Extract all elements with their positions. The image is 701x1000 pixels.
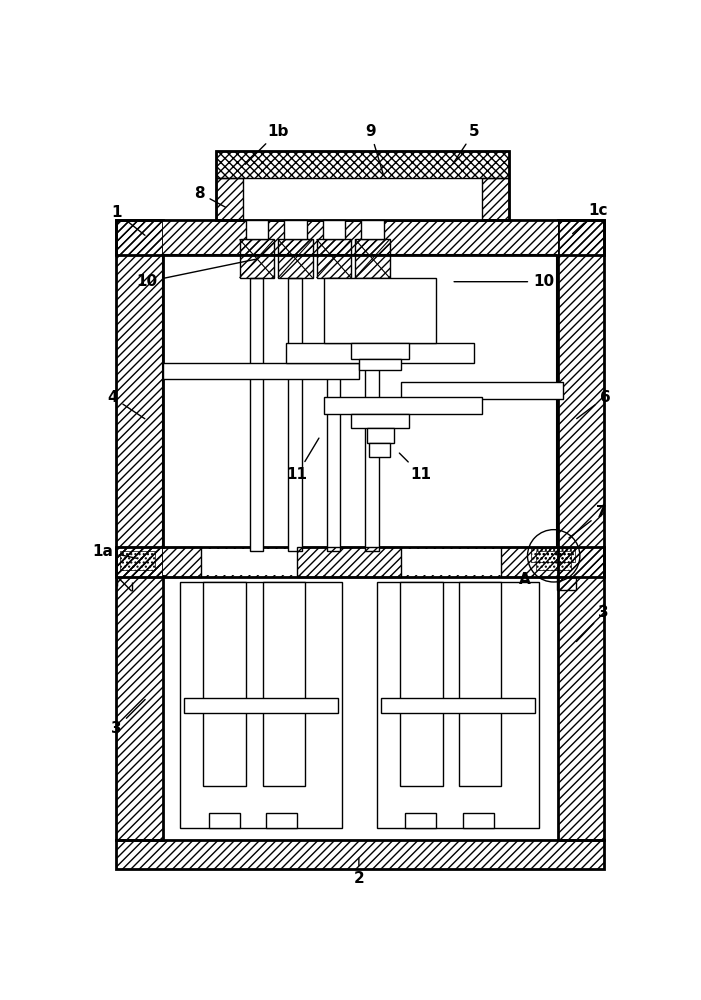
Bar (116, 547, 201, 577)
Bar (369, 443, 390, 457)
Bar (359, 359, 401, 370)
Bar (278, 239, 313, 278)
Bar (288, 278, 302, 551)
Bar (266, 813, 297, 828)
Bar (120, 551, 155, 570)
Bar (250, 278, 264, 551)
Bar (531, 548, 576, 562)
Bar (405, 813, 436, 828)
Text: 3: 3 (111, 699, 145, 736)
Text: 2: 2 (353, 858, 365, 886)
Bar (463, 813, 494, 828)
Bar (400, 582, 443, 786)
Bar (401, 382, 563, 399)
Bar (325, 397, 482, 414)
Bar (317, 239, 351, 278)
Bar (557, 577, 576, 590)
Bar (327, 278, 341, 551)
Bar (116, 547, 604, 577)
Bar (163, 363, 359, 379)
Text: 10: 10 (137, 259, 256, 289)
Text: 8: 8 (194, 186, 226, 207)
Bar (217, 151, 509, 178)
Bar (116, 220, 604, 255)
Bar (459, 582, 501, 786)
Bar (351, 343, 409, 359)
Bar (297, 547, 401, 577)
Text: 9: 9 (365, 124, 383, 175)
Text: 1c: 1c (573, 203, 607, 234)
Bar (240, 239, 274, 278)
Bar (501, 547, 557, 577)
Bar (184, 698, 338, 713)
Bar (217, 178, 243, 220)
Bar (180, 582, 342, 828)
Bar (263, 582, 305, 786)
Bar (163, 255, 557, 547)
Text: 1a: 1a (93, 544, 137, 559)
Bar (536, 551, 571, 570)
Bar (163, 220, 557, 255)
Bar (286, 343, 475, 363)
Bar (243, 178, 482, 220)
Bar (367, 428, 393, 443)
Bar (365, 278, 379, 551)
Text: 7: 7 (569, 505, 607, 538)
Bar (245, 220, 268, 239)
Bar (322, 220, 345, 239)
Bar (209, 813, 240, 828)
Text: 10: 10 (454, 274, 554, 289)
Bar (557, 220, 604, 840)
Bar (377, 582, 539, 828)
Bar (116, 840, 604, 869)
Bar (163, 549, 556, 575)
Text: 5: 5 (453, 124, 479, 164)
Text: 11: 11 (287, 438, 319, 482)
Text: 3: 3 (576, 605, 609, 642)
Bar (355, 239, 390, 278)
Bar (351, 414, 409, 428)
Text: 4: 4 (107, 390, 145, 419)
Bar (325, 278, 436, 343)
Text: 11: 11 (400, 453, 431, 482)
Bar (381, 698, 535, 713)
Bar (203, 582, 245, 786)
Text: 6: 6 (577, 390, 611, 419)
Text: 1: 1 (111, 205, 145, 235)
Bar (116, 220, 163, 840)
Bar (284, 220, 306, 239)
Bar (361, 220, 383, 239)
Text: 1b: 1b (245, 124, 289, 164)
Bar (482, 178, 509, 220)
Text: A: A (519, 572, 530, 587)
Bar (217, 151, 509, 220)
